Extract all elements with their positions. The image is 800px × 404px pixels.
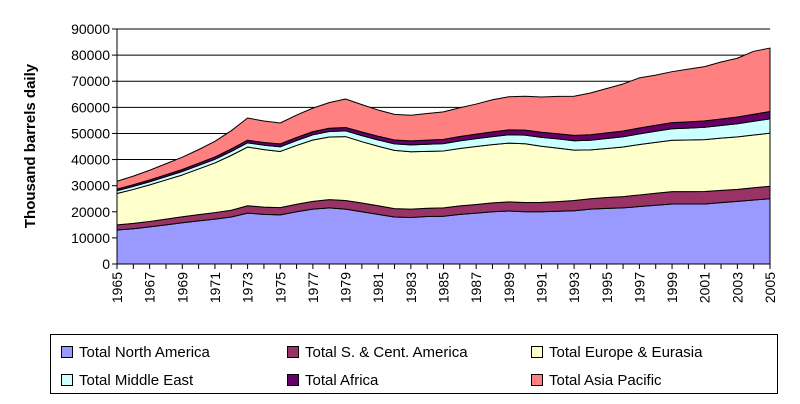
y-tick-label: 10000	[71, 230, 110, 246]
y-tick-label: 30000	[71, 178, 110, 194]
x-tick-label: 1993	[566, 272, 582, 303]
x-tick-label: 1999	[664, 272, 680, 303]
legend-label: Total S. & Cent. America	[305, 343, 468, 361]
y-tick-label: 60000	[71, 99, 110, 115]
legend-item: Total Middle East	[61, 369, 193, 391]
y-axis-title: Thousand barrels daily	[22, 63, 39, 228]
legend-swatch	[531, 374, 543, 386]
x-tick-label: 1989	[501, 272, 517, 303]
legend-swatch	[61, 346, 73, 358]
legend-item: Total Europe & Eurasia	[531, 341, 702, 363]
x-tick-label: 1995	[599, 272, 615, 303]
x-tick-label: 2001	[697, 272, 713, 303]
y-tick-label: 20000	[71, 204, 110, 220]
x-tick-label: 1979	[338, 272, 354, 303]
legend-swatch	[531, 346, 543, 358]
legend-swatch	[287, 374, 299, 386]
legend-item: Total Africa	[287, 369, 378, 391]
x-tick-labels: 1965 1967 1969 1971 1973 1975 1977 1979 1981 1983…	[109, 272, 778, 303]
legend-item: Total Asia Pacific	[531, 369, 662, 391]
series-areas	[116, 47, 771, 265]
x-tick-label: 1997	[631, 272, 647, 303]
y-tick-label: 50000	[71, 125, 110, 141]
y-tick-label: 80000	[71, 47, 110, 63]
legend-swatch	[61, 374, 73, 386]
legend-label: Total Asia Pacific	[549, 371, 662, 389]
x-tick-label: 1973	[240, 272, 256, 303]
x-tick-label: 1969	[174, 272, 190, 303]
legend-item: Total S. & Cent. America	[287, 341, 468, 363]
x-tick-label: 1981	[370, 272, 386, 303]
x-tick-label: 1971	[207, 272, 223, 303]
x-tick-label: 2003	[729, 272, 745, 303]
x-tick-label: 1975	[272, 272, 288, 303]
y-tick-labels: 0 10000 20000 30000 40000 50000 60000 70000 8000…	[71, 21, 110, 272]
y-tick-label: 70000	[71, 73, 110, 89]
x-tick-label: 2005	[762, 272, 778, 303]
x-tick-label: 1985	[436, 272, 452, 303]
legend-label: Total Middle East	[79, 371, 194, 389]
y-tick-label: 0	[102, 256, 110, 272]
x-tick-label: 1967	[142, 272, 158, 303]
x-tick-label: 1991	[533, 272, 549, 303]
y-tick-label: 90000	[71, 21, 110, 37]
x-tick-label: 1977	[305, 272, 321, 303]
legend-label: Total North America	[79, 343, 210, 361]
axes	[112, 28, 771, 269]
area-total-asia-pacific	[116, 47, 771, 190]
stacked-area-chart: 0 10000 20000 30000 40000 50000 60000 70000 8000…	[22, 21, 778, 303]
legend-label: Total Africa	[305, 371, 379, 389]
legend: Total North America Total S. & Cent. Amer…	[50, 334, 778, 394]
legend-swatch	[287, 346, 299, 358]
x-tick-label: 1965	[109, 272, 125, 303]
y-tick-label: 40000	[71, 152, 110, 168]
x-tick-label: 1987	[468, 272, 484, 303]
legend-label: Total Europe & Eurasia	[549, 343, 703, 361]
legend-item: Total North America	[61, 341, 210, 363]
x-tick-label: 1983	[403, 272, 419, 303]
